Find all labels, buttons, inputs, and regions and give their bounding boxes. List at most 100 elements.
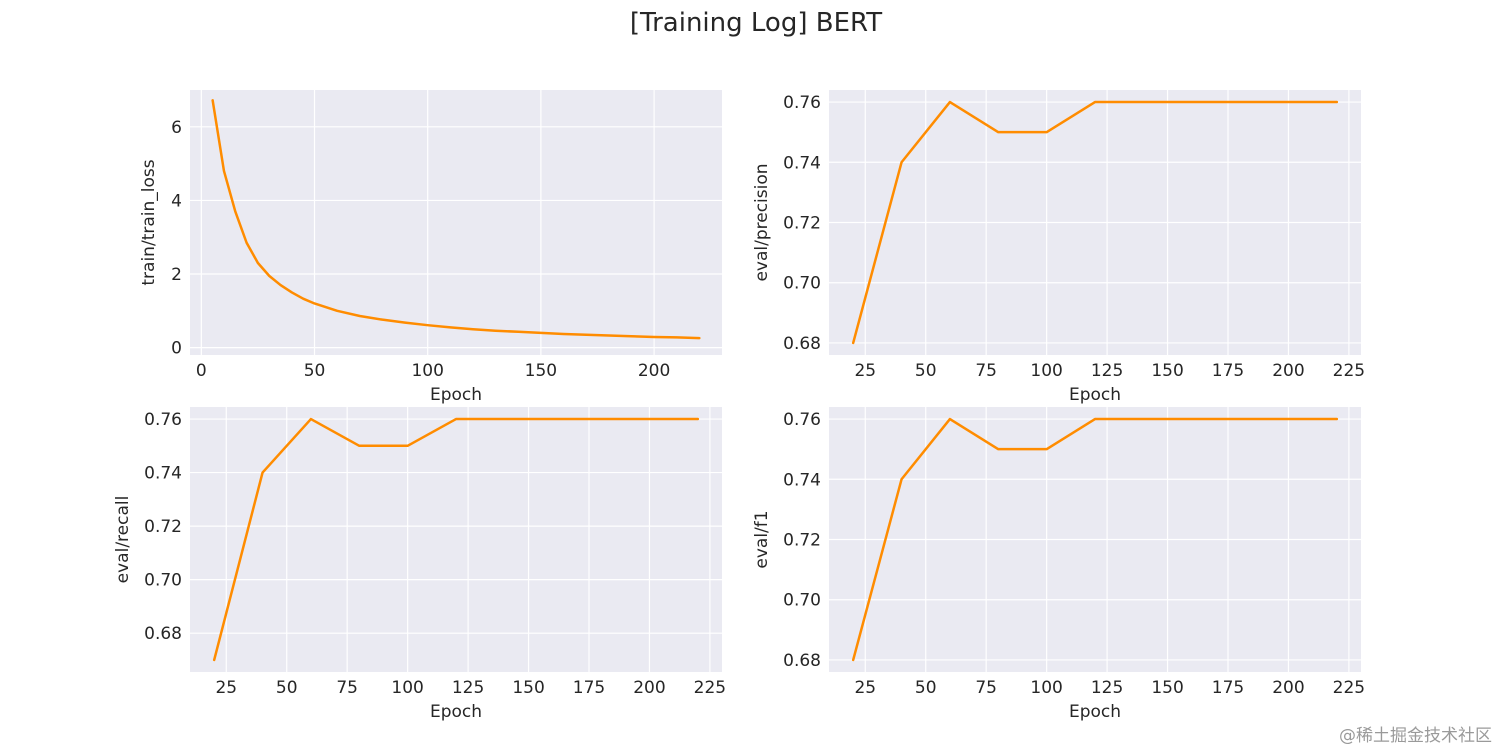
data-point (606, 333, 611, 338)
y-axis-label: train/train_loss (139, 159, 159, 285)
series-line (851, 100, 1339, 345)
data-point (1141, 417, 1146, 422)
x-tick-label: 100 (1030, 361, 1062, 381)
data-point (516, 329, 521, 334)
data-point (695, 417, 700, 422)
y-tick-label: 2 (171, 265, 182, 285)
x-axis-label: Epoch (1069, 385, 1121, 405)
data-point (260, 470, 265, 475)
x-tick-label: 75 (336, 678, 358, 698)
x-tick-label: 25 (215, 678, 237, 698)
x-tick-label: 50 (276, 678, 298, 698)
y-tick-label: 0.72 (783, 531, 821, 551)
plot-area (190, 90, 722, 355)
data-point (1189, 100, 1194, 105)
data-point (851, 657, 856, 662)
y-tick-label: 0.74 (144, 464, 182, 484)
data-point (210, 98, 215, 103)
y-tick-label: 6 (171, 118, 182, 138)
y-tick-label: 0.70 (783, 274, 821, 294)
x-tick-label: 125 (452, 678, 484, 698)
subplot-eval-f1: 25 50 75 100 125 150 175 200 225 0.68 0.70 0.72 0.74… (752, 407, 1365, 722)
series-line (211, 99, 701, 340)
data-point (289, 290, 294, 295)
data-point (561, 332, 566, 337)
subplot-train-loss: 0 50 100 150 200 0 2 4 6 Epoch train/train_loss (139, 90, 722, 405)
data-point (448, 325, 453, 330)
data-point (403, 320, 408, 325)
data-point (996, 130, 1001, 135)
x-tick-label: 50 (304, 361, 326, 381)
x-tick-label: 200 (1272, 361, 1304, 381)
data-point (312, 301, 317, 306)
data-point (1093, 100, 1098, 105)
data-point (1044, 130, 1049, 135)
data-point (493, 328, 498, 333)
y-tick-label: 0.68 (783, 334, 821, 354)
data-point (697, 336, 702, 341)
data-point (629, 334, 634, 339)
data-point (405, 443, 410, 448)
data-point (470, 327, 475, 332)
data-point (221, 168, 226, 173)
data-point (244, 240, 249, 245)
data-point (1093, 417, 1098, 422)
x-tick-label: 75 (975, 361, 997, 381)
y-axis-label: eval/recall (113, 496, 133, 584)
x-tick-label: 200 (633, 678, 665, 698)
y-tick-label: 0.74 (783, 470, 821, 490)
subplot-eval-precision: 25 50 75 100 125 150 175 200 225 0.68 0.70 0.72 0.74… (752, 90, 1365, 405)
data-point (335, 308, 340, 313)
y-tick-label: 0.76 (783, 93, 821, 113)
data-point (947, 417, 952, 422)
data-point (1286, 100, 1291, 105)
data-point (599, 417, 604, 422)
data-point (899, 477, 904, 482)
data-point (278, 283, 283, 288)
data-point (1334, 100, 1339, 105)
data-point (301, 296, 306, 301)
series-line (212, 417, 700, 662)
x-tick-label: 225 (1333, 678, 1365, 698)
data-point (233, 209, 238, 214)
data-point (380, 317, 385, 322)
x-tick-label: 225 (694, 678, 726, 698)
x-tick-label: 125 (1091, 361, 1123, 381)
data-point (1044, 447, 1049, 452)
data-point (357, 313, 362, 318)
y-tick-label: 4 (171, 191, 182, 211)
x-tick-label: 200 (638, 361, 670, 381)
data-point (538, 330, 543, 335)
data-point (212, 657, 217, 662)
y-tick-label: 0.68 (783, 651, 821, 671)
x-tick-label: 50 (915, 678, 937, 698)
data-point (647, 417, 652, 422)
data-point (899, 160, 904, 165)
x-tick-label: 175 (1212, 678, 1244, 698)
data-point (308, 417, 313, 422)
data-point (357, 443, 362, 448)
x-tick-label: 100 (411, 361, 443, 381)
plot-area (190, 407, 722, 672)
x-tick-label: 150 (512, 678, 544, 698)
x-tick-label: 75 (975, 678, 997, 698)
data-point (584, 332, 589, 337)
y-tick-label: 0.76 (144, 410, 182, 430)
data-point (1141, 100, 1146, 105)
x-tick-label: 175 (1212, 361, 1244, 381)
x-tick-label: 125 (1091, 678, 1123, 698)
data-point (267, 273, 272, 278)
y-axis-label: eval/precision (752, 163, 772, 281)
data-point (1334, 417, 1339, 422)
x-tick-label: 200 (1272, 678, 1304, 698)
x-tick-label: 100 (391, 678, 423, 698)
y-tick-label: 0.76 (783, 410, 821, 430)
data-point (425, 323, 430, 328)
subplot-eval-recall: 25 50 75 100 125 150 175 200 225 0.68 0.70 0.72 0.74… (113, 407, 726, 722)
data-point (502, 417, 507, 422)
y-tick-label: 0.72 (783, 214, 821, 234)
data-point (255, 260, 260, 265)
data-point (851, 340, 856, 345)
x-axis-label: Epoch (430, 702, 482, 722)
